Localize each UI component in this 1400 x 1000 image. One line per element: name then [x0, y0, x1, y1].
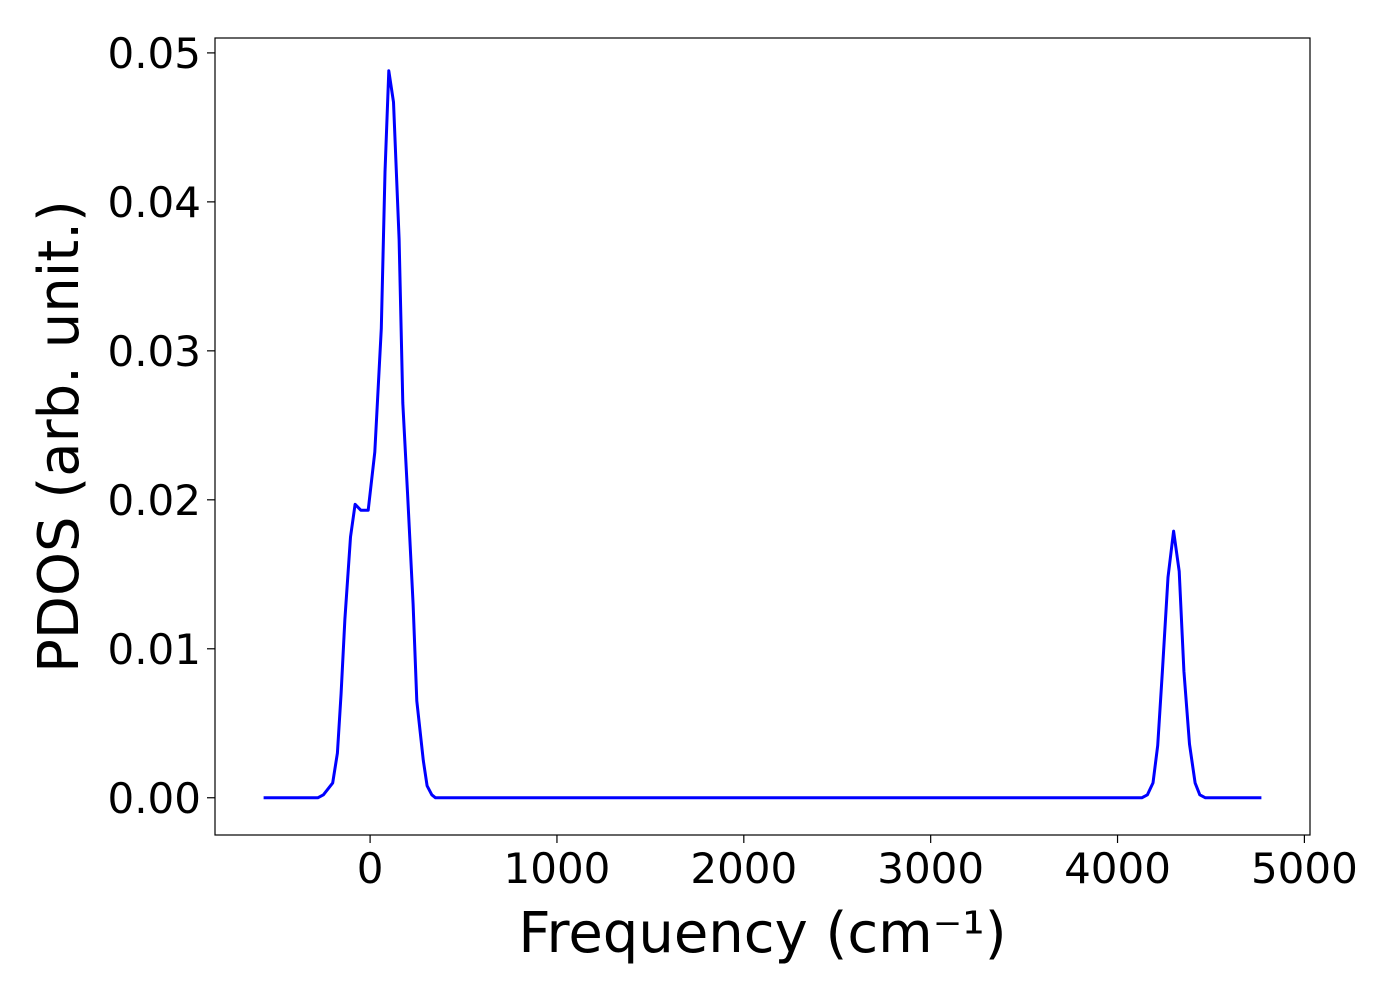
x-tick-label: 2000 — [690, 844, 797, 893]
x-tick-label: 5000 — [1251, 844, 1358, 893]
y-tick-label: 0.00 — [107, 774, 201, 823]
x-tick-label: 0 — [357, 844, 384, 893]
y-axis-label: PDOS (arb. unit.) — [27, 200, 92, 673]
y-tick-label: 0.04 — [107, 178, 201, 227]
y-tick-label: 0.03 — [107, 327, 201, 376]
x-tick-label: 3000 — [877, 844, 984, 893]
pdos-series-line — [263, 69, 1262, 800]
x-axis-label: Frequency (cm⁻¹) — [518, 901, 1006, 966]
y-tick-label: 0.05 — [107, 29, 201, 78]
y-tick-label: 0.01 — [107, 625, 201, 674]
x-tick-label: 4000 — [1064, 844, 1171, 893]
x-axis-ticks: 0 1000 2000 3000 4000 5000 — [357, 835, 1358, 893]
y-tick-label: 0.02 — [107, 476, 201, 525]
x-tick-label: 1000 — [504, 844, 611, 893]
plot-area-frame — [214, 37, 1311, 836]
y-axis-ticks: 0.00 0.01 0.02 0.03 0.04 0.05 — [107, 29, 215, 823]
